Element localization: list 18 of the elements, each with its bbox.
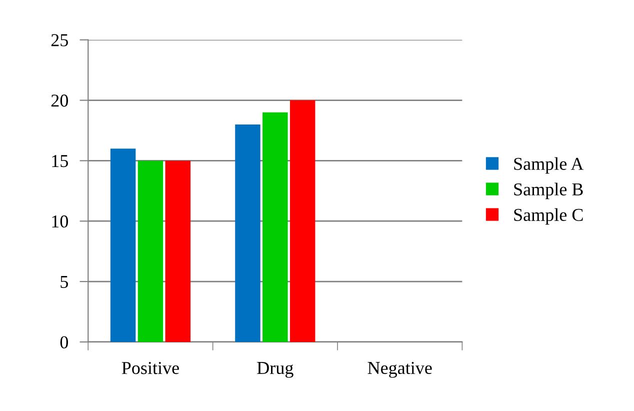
bar xyxy=(235,124,260,342)
y-tick-label: 5 xyxy=(60,276,68,288)
legend-label: Sample A xyxy=(514,157,584,174)
y-tick-label: 15 xyxy=(52,155,68,168)
y-tick-label: 20 xyxy=(51,94,68,107)
bar xyxy=(165,160,191,342)
y-tick-label: 25 xyxy=(51,34,68,46)
legend-label: Sample C xyxy=(514,208,583,225)
y-tick-label: 10 xyxy=(52,215,68,228)
x-tick-label: Drug xyxy=(257,362,294,378)
x-tick-label: Negative xyxy=(368,362,432,378)
bar xyxy=(110,148,136,342)
legend-label: Sample B xyxy=(514,182,583,200)
bar xyxy=(262,112,288,342)
x-tick-label: Positive xyxy=(122,362,179,374)
bar xyxy=(138,160,164,342)
y-tick-label: 0 xyxy=(60,336,68,348)
bar xyxy=(290,100,316,342)
